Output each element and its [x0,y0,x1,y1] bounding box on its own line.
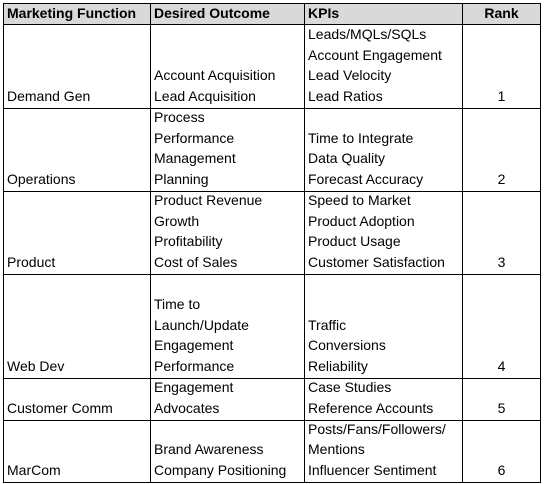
function-text: MarCom [7,462,61,479]
outcome-line: Brand Awareness [154,441,264,458]
rank-text: 5 [497,400,506,417]
outcome-line: Planning [154,171,209,188]
rank-text: 6 [497,462,506,479]
rank-cell: 6 [462,420,541,483]
outcome-cell: Time to Launch/Update Engagement Performanc… [150,274,305,379]
outcome-line: Lead Acquisition [154,88,256,105]
kpi-line: Speed to Market [308,191,411,208]
kpi-line: Account Engagement [308,46,442,63]
rank-cell: 5 [462,378,541,421]
rank-text: 2 [497,171,506,188]
kpi-line: Reference Accounts [308,400,434,417]
kpi-cell: Time to Integrate Data Quality Forecast Ac… [304,108,463,192]
function-cell: Web Dev [3,274,151,379]
outcome-line: Process [154,108,205,125]
kpi-line: Case Studies [308,379,392,396]
outcome-line: Profitability [154,233,223,250]
kpi-cell: Traffic Conversions Reliability [304,274,463,379]
function-text: Customer Comm [7,400,113,417]
outcome-line: Account Acquisition [154,67,276,84]
rank-text: 4 [497,358,506,375]
rank-cell: 3 [462,191,541,275]
outcome-line: Advocates [154,400,220,417]
outcome-line: Engagement [154,379,234,396]
rank-text: 3 [497,254,506,271]
outcome-line: Company Positioning [154,462,287,479]
function-text: Product [7,254,56,271]
function-cell: Product [3,191,151,275]
function-cell: Customer Comm [3,378,151,421]
rank-cell: 2 [462,108,541,192]
kpi-cell: Posts/Fans/Followers/Mentions Influencer … [304,420,463,483]
kpi-line: Forecast Accuracy [308,171,424,188]
kpi-line: Influencer Sentiment [308,462,437,479]
kpi-line: Lead Velocity [308,67,392,84]
kpi-line: Lead Ratios [308,88,383,105]
outcome-line: Management [154,150,236,167]
kpi-line: Reliability [308,358,368,375]
kpi-line: Traffic [308,316,347,333]
outcome-line: Engagement [154,337,234,354]
rank-text: 1 [497,88,506,105]
function-cell: MarCom [3,420,151,483]
outcome-line: Performance [154,358,235,375]
kpi-line: Posts/Fans/Followers/ [308,420,446,437]
outcome-line: Time to [154,295,201,312]
kpi-line: Customer Satisfaction [308,254,445,271]
kpi-line: Mentions [308,441,365,458]
outcome-cell: Brand Awareness Company Positioning [150,420,305,483]
header-text: Rank [484,5,519,22]
kpi-line: Leads/MQLs/SQLs [308,25,427,42]
header-cell: Rank [462,3,541,25]
outcome-cell: Account Acquisition Lead Acquisition [150,24,305,109]
header-cell: KPIs [304,3,463,25]
header-cell: Desired Outcome [150,3,305,25]
kpi-line: Data Quality [308,150,386,167]
kpi-cell: Case Studies Reference Accounts [304,378,463,421]
header-text: KPIs [308,5,340,22]
function-text: Operations [7,171,76,188]
header-text: Desired Outcome [154,5,270,22]
outcome-cell: Product Revenue Growth Profitability Cost o… [150,191,305,275]
header-text: Marketing Function [7,5,137,22]
function-text: Web Dev [7,358,65,375]
kpi-line: Product Adoption [308,212,415,229]
kpi-cell: Leads/MQLs/SQLs Account Engagement Lead Ve… [304,24,463,109]
kpi-line: Time to Integrate [308,129,414,146]
outcome-line: Growth [154,212,200,229]
outcome-line: Launch/Update [154,316,249,333]
kpi-line: Product Usage [308,233,401,250]
outcome-line: Cost of Sales [154,254,238,271]
outcome-cell: Engagement Advocates [150,378,305,421]
rank-cell: 4 [462,274,541,379]
outcome-cell: Process Performance Management Planning [150,108,305,192]
function-cell: Demand Gen [3,24,151,109]
kpi-cell: Speed to Market Product Adoption Product U… [304,191,463,275]
rank-cell: 1 [462,24,541,109]
header-cell: Marketing Function [3,3,151,25]
outcome-line: Product Revenue [154,191,263,208]
function-cell: Operations [3,108,151,192]
outcome-line: Performance [154,129,235,146]
kpi-line: Conversions [308,337,386,354]
function-text: Demand Gen [7,88,91,105]
